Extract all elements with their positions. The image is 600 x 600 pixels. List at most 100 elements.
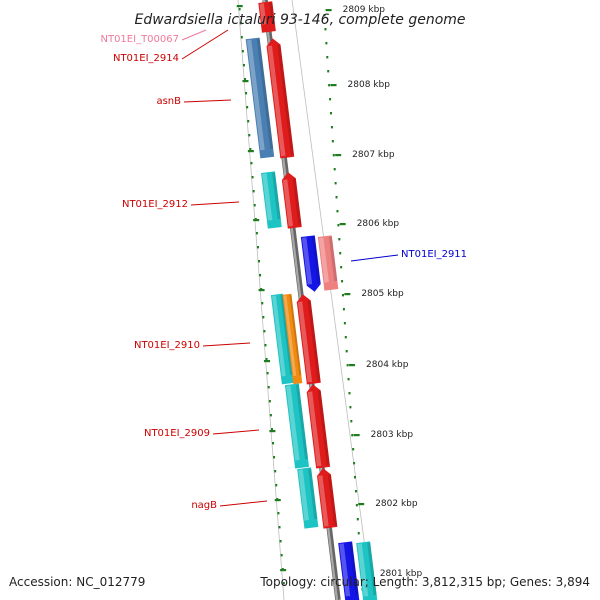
leader-line-nagb bbox=[219, 500, 268, 507]
gene-label-g2914: NT01EI_2914 bbox=[113, 53, 179, 64]
gene-2909-red-body bbox=[306, 384, 331, 469]
minor-tick-right bbox=[335, 196, 338, 199]
position-label-2805: 2805 kbp bbox=[361, 289, 404, 299]
gene-2911-salmon bbox=[317, 235, 339, 291]
gene-2914-steelblue-shade bbox=[256, 38, 274, 150]
minor-tick-left bbox=[266, 372, 269, 375]
leader-line-t00067 bbox=[181, 29, 207, 41]
gene-2911-blue-shade bbox=[311, 236, 321, 284]
minor-tick-right bbox=[350, 420, 353, 423]
minor-tick-right bbox=[349, 406, 352, 409]
major-tick-2802 bbox=[358, 503, 365, 506]
major-tick-left-2807 bbox=[247, 150, 254, 153]
gene-nagb-cyan bbox=[297, 467, 319, 529]
gene-2910-red-shade bbox=[307, 300, 321, 382]
minor-tick-left bbox=[238, 8, 241, 11]
gene-2909-cyan bbox=[284, 383, 310, 469]
major-tick-left-2804 bbox=[264, 360, 271, 363]
gene-2900-cyan bbox=[356, 541, 378, 600]
gene-label-g2911: NT01EI_2911 bbox=[401, 249, 467, 260]
minor-tick-right bbox=[341, 280, 344, 283]
leader-line-g2914 bbox=[181, 29, 229, 60]
leader-line-g2910 bbox=[202, 342, 251, 347]
gene-2912-red bbox=[281, 172, 302, 229]
major-tick-left-2806 bbox=[253, 219, 260, 222]
major-tick-left-2808 bbox=[242, 80, 249, 83]
gene-2915-red-shine bbox=[259, 3, 267, 25]
minor-tick-right bbox=[332, 154, 335, 157]
minor-tick-left bbox=[253, 204, 256, 207]
gene-2909-cyan-body bbox=[284, 383, 310, 469]
frame-right-line bbox=[291, 0, 373, 600]
minor-tick-left bbox=[277, 512, 280, 515]
gene-2914-red-body bbox=[266, 38, 295, 159]
gene-2900-blue-shade bbox=[349, 542, 359, 596]
gene-2910-cyan bbox=[270, 293, 294, 385]
minor-tick-left bbox=[242, 64, 245, 67]
minor-tick-left bbox=[245, 92, 248, 95]
minor-tick-left bbox=[247, 120, 250, 123]
gene-2900-cyan-shade bbox=[367, 542, 377, 596]
leader-line-asnb bbox=[183, 99, 232, 103]
minor-tick-right bbox=[351, 434, 354, 437]
major-tick-left-2809 bbox=[236, 5, 243, 8]
gene-2914-red-shade bbox=[277, 44, 294, 156]
major-tick-2803 bbox=[353, 434, 360, 437]
minor-tick-left bbox=[270, 428, 273, 431]
minor-tick-right bbox=[346, 364, 349, 367]
minor-tick-left bbox=[269, 414, 272, 417]
gene-2914-red-shine bbox=[267, 45, 286, 157]
minor-tick-right bbox=[344, 336, 347, 339]
minor-tick-left bbox=[248, 134, 251, 137]
minor-tick-left bbox=[258, 260, 261, 263]
leader-line-g2909 bbox=[212, 429, 260, 435]
gene-label-asnb: asnB bbox=[156, 96, 181, 107]
minor-tick-left bbox=[265, 358, 268, 361]
gene-label-nagb: nagB bbox=[191, 500, 217, 511]
major-tick-2804 bbox=[349, 364, 356, 367]
gene-2912-cyan-shade bbox=[272, 172, 281, 220]
gene-2910-cyan-shine bbox=[272, 295, 286, 377]
genome-summary-text: Topology: circular; Length: 3,812,315 bp… bbox=[259, 575, 590, 589]
gene-2910-red-body bbox=[296, 294, 321, 385]
gene-2909-cyan-shine bbox=[286, 385, 300, 461]
gene-2912-cyan bbox=[261, 171, 282, 229]
minor-tick-left bbox=[259, 274, 262, 277]
position-label-2804: 2804 kbp bbox=[366, 360, 409, 370]
minor-tick-left bbox=[239, 22, 242, 25]
gene-2900-blue-body bbox=[338, 541, 360, 600]
gene-2911-blue-shine bbox=[301, 237, 313, 285]
minor-tick-left bbox=[241, 50, 244, 53]
major-tick-2809 bbox=[325, 9, 332, 12]
minor-tick-right bbox=[347, 378, 350, 381]
gene-2910-orange-shade bbox=[289, 294, 302, 376]
minor-tick-left bbox=[264, 344, 267, 347]
position-label-2801: 2801 kbp bbox=[380, 569, 423, 579]
major-tick-2808 bbox=[330, 84, 337, 87]
minor-tick-left bbox=[275, 484, 278, 487]
minor-tick-right bbox=[353, 462, 356, 465]
gene-2911-blue-body bbox=[300, 235, 321, 292]
gene-nagb-red-shade bbox=[327, 474, 338, 526]
minor-tick-left bbox=[268, 400, 271, 403]
gene-2900-cyan-body bbox=[356, 541, 378, 600]
minor-tick-right bbox=[337, 224, 340, 227]
gene-2912-red-body bbox=[281, 172, 302, 229]
gene-label-t00067: NT01EI_T00067 bbox=[100, 34, 179, 45]
gene-nagb-red-body bbox=[317, 468, 338, 529]
major-tick-2807 bbox=[335, 154, 342, 157]
minor-tick-right bbox=[345, 350, 348, 353]
minor-tick-right bbox=[356, 518, 359, 521]
gene-nagb-cyan-shade bbox=[308, 468, 318, 520]
minor-tick-left bbox=[251, 176, 254, 179]
gene-2900-cyan-shine bbox=[357, 543, 369, 597]
position-label-2806: 2806 kbp bbox=[357, 219, 400, 229]
minor-tick-right bbox=[328, 84, 331, 87]
map-title: Edwardsiella ictaluri 93-146, complete g… bbox=[134, 12, 465, 28]
minor-tick-right bbox=[324, 28, 327, 31]
minor-tick-left bbox=[249, 148, 252, 151]
minor-tick-right bbox=[354, 476, 357, 479]
gene-2912-cyan-shine bbox=[262, 173, 273, 221]
minor-tick-right bbox=[338, 238, 341, 241]
gene-2900-blue bbox=[338, 541, 360, 600]
